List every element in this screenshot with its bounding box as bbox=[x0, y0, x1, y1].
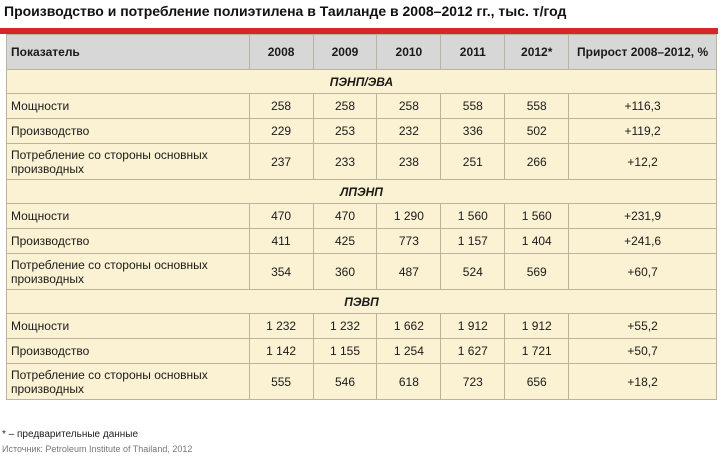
cell-growth: +119,2 bbox=[568, 118, 717, 144]
table-row: Производство 411 425 773 1 157 1 404 +24… bbox=[6, 228, 717, 254]
cell-value: 524 bbox=[440, 253, 506, 290]
accent-bar bbox=[0, 28, 718, 34]
row-label: Мощности bbox=[6, 93, 250, 119]
cell-value: 238 bbox=[376, 143, 442, 180]
cell-value: 1 912 bbox=[440, 313, 506, 339]
cell-value: 558 bbox=[440, 93, 506, 119]
table-row: Потребление со стороны основных производ… bbox=[6, 363, 717, 400]
section-title: ЛПЭНП bbox=[6, 179, 717, 204]
section-title: ПЭВП bbox=[6, 289, 717, 314]
cell-value: 569 bbox=[504, 253, 570, 290]
row-label: Потребление со стороны основных производ… bbox=[6, 253, 250, 290]
cell-value: 487 bbox=[376, 253, 442, 290]
cell-value: 425 bbox=[312, 228, 378, 254]
cell-value: 1 290 bbox=[376, 203, 442, 229]
cell-value: 618 bbox=[376, 363, 442, 400]
cell-value: 470 bbox=[248, 203, 314, 229]
cell-growth: +116,3 bbox=[568, 93, 717, 119]
cell-value: 558 bbox=[504, 93, 570, 119]
cell-value: 1 662 bbox=[376, 313, 442, 339]
cell-growth: +18,2 bbox=[568, 363, 717, 400]
row-label: Потребление со стороны основных производ… bbox=[6, 363, 250, 400]
cell-value: 253 bbox=[312, 118, 378, 144]
table-row: Мощности 470 470 1 290 1 560 1 560 +231,… bbox=[6, 203, 717, 229]
section-row: ПЭНП/ЭВА bbox=[6, 69, 717, 94]
page-title: Производство и потребление полиэтилена в… bbox=[4, 3, 567, 19]
cell-growth: +231,9 bbox=[568, 203, 717, 229]
row-label: Мощности bbox=[6, 203, 250, 229]
cell-value: 773 bbox=[376, 228, 442, 254]
cell-value: 546 bbox=[312, 363, 378, 400]
header-growth: Прирост 2008–2012, % bbox=[568, 34, 717, 70]
header-2010: 2010 bbox=[376, 34, 442, 70]
table-row: Потребление со стороны основных производ… bbox=[6, 253, 717, 290]
cell-value: 470 bbox=[312, 203, 378, 229]
cell-value: 1 721 bbox=[504, 338, 570, 364]
header-2008: 2008 bbox=[248, 34, 314, 70]
section-row: ЛПЭНП bbox=[6, 179, 717, 204]
table-row: Мощности 1 232 1 232 1 662 1 912 1 912 +… bbox=[6, 313, 717, 339]
cell-value: 1 560 bbox=[504, 203, 570, 229]
section-row: ПЭВП bbox=[6, 289, 717, 314]
cell-value: 411 bbox=[248, 228, 314, 254]
header-2012: 2012* bbox=[504, 34, 570, 70]
cell-value: 237 bbox=[248, 143, 314, 180]
table-row: Производство 229 253 232 336 502 +119,2 bbox=[6, 118, 717, 144]
table-header-row: Показатель 2008 2009 2010 2011 2012* При… bbox=[6, 34, 717, 70]
cell-value: 251 bbox=[440, 143, 506, 180]
cell-value: 502 bbox=[504, 118, 570, 144]
header-2009: 2009 bbox=[312, 34, 378, 70]
footnote: * – предварительные данные bbox=[2, 429, 139, 440]
cell-value: 1 142 bbox=[248, 338, 314, 364]
cell-value: 1 560 bbox=[440, 203, 506, 229]
cell-value: 360 bbox=[312, 253, 378, 290]
cell-value: 336 bbox=[440, 118, 506, 144]
row-label: Производство bbox=[6, 338, 250, 364]
cell-growth: +12,2 bbox=[568, 143, 717, 180]
cell-value: 1 404 bbox=[504, 228, 570, 254]
cell-value: 233 bbox=[312, 143, 378, 180]
cell-value: 555 bbox=[248, 363, 314, 400]
cell-value: 723 bbox=[440, 363, 506, 400]
source-note: Источник: Petroleum Institute of Thailan… bbox=[2, 444, 193, 454]
header-2011: 2011 bbox=[440, 34, 506, 70]
cell-value: 1 232 bbox=[248, 313, 314, 339]
table-row: Потребление со стороны основных производ… bbox=[6, 143, 717, 180]
data-table: Показатель 2008 2009 2010 2011 2012* При… bbox=[6, 34, 717, 400]
cell-value: 1 232 bbox=[312, 313, 378, 339]
cell-value: 266 bbox=[504, 143, 570, 180]
header-indicator: Показатель bbox=[6, 34, 250, 70]
cell-value: 1 627 bbox=[440, 338, 506, 364]
row-label: Потребление со стороны основных производ… bbox=[6, 143, 250, 180]
cell-value: 354 bbox=[248, 253, 314, 290]
section-title: ПЭНП/ЭВА bbox=[6, 69, 717, 94]
cell-value: 1 155 bbox=[312, 338, 378, 364]
cell-value: 258 bbox=[376, 93, 442, 119]
cell-value: 229 bbox=[248, 118, 314, 144]
row-label: Мощности bbox=[6, 313, 250, 339]
table-row: Производство 1 142 1 155 1 254 1 627 1 7… bbox=[6, 338, 717, 364]
cell-value: 258 bbox=[248, 93, 314, 119]
cell-growth: +55,2 bbox=[568, 313, 717, 339]
cell-value: 656 bbox=[504, 363, 570, 400]
cell-growth: +60,7 bbox=[568, 253, 717, 290]
cell-growth: +241,6 bbox=[568, 228, 717, 254]
row-label: Производство bbox=[6, 118, 250, 144]
cell-growth: +50,7 bbox=[568, 338, 717, 364]
cell-value: 1 157 bbox=[440, 228, 506, 254]
cell-value: 1 912 bbox=[504, 313, 570, 339]
cell-value: 1 254 bbox=[376, 338, 442, 364]
cell-value: 258 bbox=[312, 93, 378, 119]
table-row: Мощности 258 258 258 558 558 +116,3 bbox=[6, 93, 717, 119]
cell-value: 232 bbox=[376, 118, 442, 144]
row-label: Производство bbox=[6, 228, 250, 254]
